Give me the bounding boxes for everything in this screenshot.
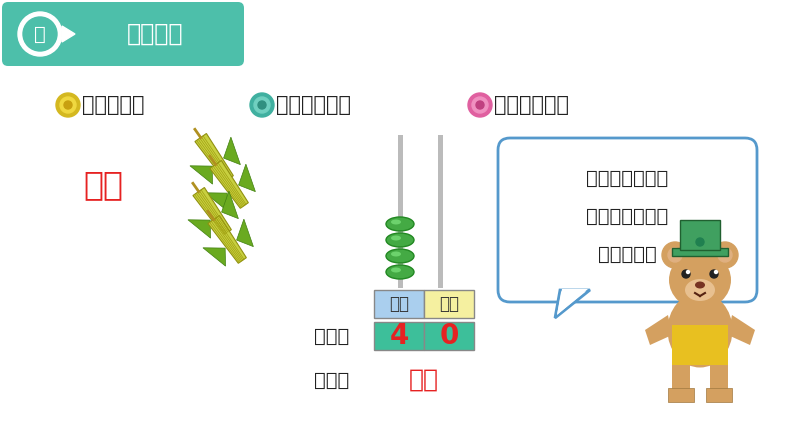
Polygon shape — [557, 289, 588, 315]
Bar — [710, 348, 728, 398]
Circle shape — [60, 97, 76, 113]
Bar — [672, 248, 728, 256]
Bar — [398, 135, 403, 288]
Circle shape — [696, 238, 704, 246]
Circle shape — [687, 270, 689, 274]
Ellipse shape — [391, 267, 401, 273]
Bar — [374, 322, 424, 350]
Text: 四十: 四十 — [409, 368, 439, 392]
Polygon shape — [237, 219, 253, 247]
Circle shape — [468, 93, 492, 117]
Ellipse shape — [668, 292, 733, 367]
Circle shape — [18, 12, 62, 56]
Polygon shape — [195, 134, 233, 181]
FancyBboxPatch shape — [2, 2, 244, 66]
Polygon shape — [555, 290, 590, 318]
Circle shape — [662, 242, 688, 268]
Circle shape — [258, 101, 266, 109]
Circle shape — [682, 270, 690, 278]
Bar — [680, 220, 720, 250]
Text: 探究新知: 探究新知 — [127, 22, 183, 46]
Bar — [672, 348, 690, 398]
Polygon shape — [208, 215, 246, 263]
Text: 0: 0 — [439, 322, 459, 350]
Circle shape — [710, 270, 718, 278]
Circle shape — [472, 97, 488, 113]
Text: 读作：: 读作： — [314, 371, 349, 389]
Ellipse shape — [391, 252, 401, 257]
Circle shape — [718, 248, 732, 262]
Text: 读法了吗？: 读法了吗？ — [598, 245, 657, 263]
Circle shape — [668, 248, 682, 262]
Polygon shape — [224, 137, 241, 164]
Polygon shape — [222, 191, 238, 219]
Ellipse shape — [391, 219, 401, 224]
Ellipse shape — [386, 233, 414, 247]
Ellipse shape — [386, 249, 414, 263]
Polygon shape — [193, 187, 231, 235]
Polygon shape — [645, 315, 672, 345]
Ellipse shape — [386, 265, 414, 279]
Circle shape — [23, 17, 57, 51]
Circle shape — [715, 270, 718, 274]
Polygon shape — [190, 166, 213, 184]
Bar — [668, 388, 694, 402]
Bar — [438, 135, 443, 288]
Text: 一: 一 — [34, 25, 46, 43]
Bar — [706, 388, 732, 402]
Text: 有四十粒，: 有四十粒， — [82, 95, 145, 115]
Text: 写作：: 写作： — [314, 326, 349, 346]
Polygon shape — [205, 193, 228, 211]
Polygon shape — [210, 160, 249, 208]
Circle shape — [712, 242, 738, 268]
Text: 十位: 十位 — [389, 295, 409, 313]
Polygon shape — [239, 164, 256, 192]
Bar — [424, 322, 474, 350]
Polygon shape — [62, 26, 75, 42]
Bar — [424, 290, 474, 318]
Ellipse shape — [669, 251, 731, 309]
Circle shape — [56, 93, 80, 117]
Polygon shape — [203, 248, 225, 266]
FancyBboxPatch shape — [498, 138, 757, 302]
Ellipse shape — [695, 282, 705, 288]
Circle shape — [64, 101, 72, 109]
Text: 有三十三粒。: 有三十三粒。 — [494, 95, 569, 115]
Polygon shape — [188, 220, 210, 238]
Circle shape — [476, 101, 484, 109]
Ellipse shape — [391, 236, 401, 240]
Text: 三十三的写法和: 三十三的写法和 — [587, 207, 669, 225]
Circle shape — [250, 93, 274, 117]
Polygon shape — [728, 315, 755, 345]
Bar — [672, 325, 728, 365]
Text: 四十: 四十 — [83, 169, 123, 202]
Ellipse shape — [386, 217, 414, 231]
Bar — [374, 290, 424, 318]
Ellipse shape — [685, 279, 715, 301]
Text: 有二十七粒，: 有二十七粒， — [276, 95, 351, 115]
Circle shape — [254, 97, 270, 113]
Text: 你知道二十七和: 你知道二十七和 — [587, 169, 669, 187]
Text: 4: 4 — [389, 322, 409, 350]
Text: 个位: 个位 — [439, 295, 459, 313]
